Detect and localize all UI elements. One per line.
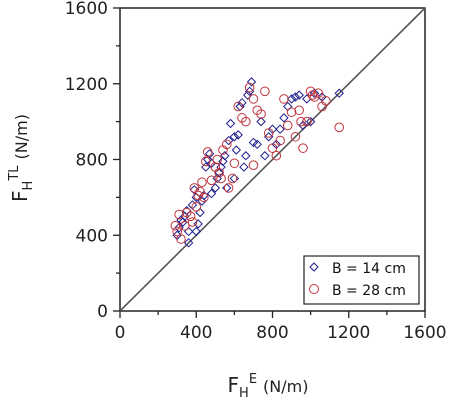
data-point-series-2 (180, 220, 190, 231)
legend-label-series-2: B = 28 cm (332, 283, 406, 299)
data-point-series-2 (229, 158, 240, 169)
data-point-series-2 (307, 90, 318, 100)
data-point-series-1 (180, 211, 190, 222)
x-tick-label: 1200 (327, 323, 370, 343)
data-point-series-2 (170, 220, 181, 231)
data-point-series-2 (233, 101, 243, 112)
data-point-series-1 (229, 132, 240, 142)
data-point-series-2 (176, 234, 186, 244)
data-point-series-1 (263, 132, 274, 142)
data-point-series-1 (256, 116, 266, 127)
data-point-series-2 (200, 156, 211, 167)
data-point-series-2 (187, 217, 198, 227)
y-tick-label: 800 (76, 151, 108, 171)
data-point-series-2 (313, 88, 324, 99)
data-point-series-1 (305, 116, 316, 127)
data-point-series-2 (172, 226, 182, 237)
data-point-series-1 (290, 92, 301, 102)
data-point-series-1 (193, 219, 203, 229)
data-point-series-1 (201, 162, 211, 172)
data-point-series-2 (212, 154, 223, 165)
legend-box (303, 255, 420, 305)
data-point-series-2 (244, 82, 255, 93)
data-point-series-2 (298, 143, 308, 153)
data-point-series-1 (275, 124, 285, 134)
data-point-series-1 (216, 162, 226, 172)
data-point-series-2 (296, 116, 306, 127)
data-point-series-2 (206, 175, 217, 186)
data-point-series-1 (302, 94, 312, 104)
data-point-series-2 (263, 128, 274, 138)
data-point-series-2 (248, 160, 259, 170)
data-point-series-1 (239, 162, 249, 172)
data-point-series-2 (199, 192, 209, 203)
x-tick-label: 800 (256, 323, 288, 343)
data-point-series-2 (174, 209, 184, 220)
data-point-series-2 (241, 116, 251, 127)
x-axis-label: FHE (N/m) (228, 372, 309, 401)
data-point-series-2 (214, 167, 224, 178)
data-point-series-1 (309, 88, 320, 98)
data-point-series-2 (256, 109, 266, 119)
legend-diamond-marker (309, 262, 319, 272)
data-point-series-1 (178, 217, 188, 227)
y-tick-label: 400 (76, 226, 108, 246)
y-tick-label: 1600 (65, 0, 108, 19)
legend: B = 14 cm B = 28 cm (303, 255, 420, 305)
data-point-series-1 (231, 145, 241, 155)
data-point-series-2 (227, 173, 238, 184)
data-point-series-2 (302, 116, 312, 127)
y-tick-label: 0 (97, 302, 108, 322)
data-point-series-1 (286, 94, 297, 104)
data-point-series-1 (298, 120, 308, 131)
data-point-series-1 (244, 86, 255, 97)
data-point-series-2 (248, 94, 259, 104)
data-point-series-1 (294, 90, 304, 100)
one-to-one-line (119, 7, 426, 312)
data-point-series-2 (191, 202, 202, 212)
data-point-series-2 (334, 122, 345, 133)
data-point-series-1 (241, 151, 251, 161)
data-point-series-1 (223, 135, 234, 146)
y-axis-label: FHTL(N/m) (7, 114, 36, 202)
legend-circle-marker (309, 284, 319, 294)
data-point-series-2 (185, 211, 196, 222)
x-tick-label: 1600 (403, 323, 446, 343)
data-point-series-1 (218, 156, 228, 167)
data-point-series-2 (197, 177, 207, 188)
data-point-series-1 (334, 88, 344, 98)
data-point-series-2 (294, 105, 304, 116)
data-point-series-1 (248, 137, 259, 148)
data-point-series-1 (191, 226, 201, 237)
data-point-series-2 (271, 150, 282, 161)
data-point-series-1 (279, 113, 289, 123)
data-point-series-1 (206, 188, 217, 199)
data-point-series-2 (279, 94, 289, 104)
data-point-series-1 (233, 130, 243, 140)
data-point-series-2 (321, 95, 331, 106)
x-tick-label: 0 (115, 323, 126, 343)
data-point-series-1 (246, 77, 257, 87)
data-point-series-1 (210, 183, 221, 193)
data-point-series-1 (183, 238, 194, 248)
data-point-series-2 (282, 120, 293, 131)
x-tick-label: 400 (180, 323, 212, 343)
data-point-series-2 (223, 183, 234, 193)
data-point-series-2 (216, 173, 226, 184)
y-tick-label: 1200 (65, 75, 108, 95)
data-point-series-2 (275, 135, 285, 146)
data-point-series-2 (260, 86, 270, 97)
data-point-series-2 (290, 131, 301, 142)
data-point-series-2 (267, 143, 278, 153)
data-point-series-1 (174, 222, 184, 233)
data-point-series-1 (260, 151, 270, 161)
data-point-series-1 (252, 139, 262, 150)
data-point-series-2 (202, 147, 213, 157)
data-point-series-1 (243, 90, 253, 100)
legend-label-series-1: B = 14 cm (332, 261, 406, 277)
data-point-series-1 (225, 118, 236, 129)
data-point-series-2 (221, 139, 232, 150)
data-point-series-2 (286, 107, 297, 117)
